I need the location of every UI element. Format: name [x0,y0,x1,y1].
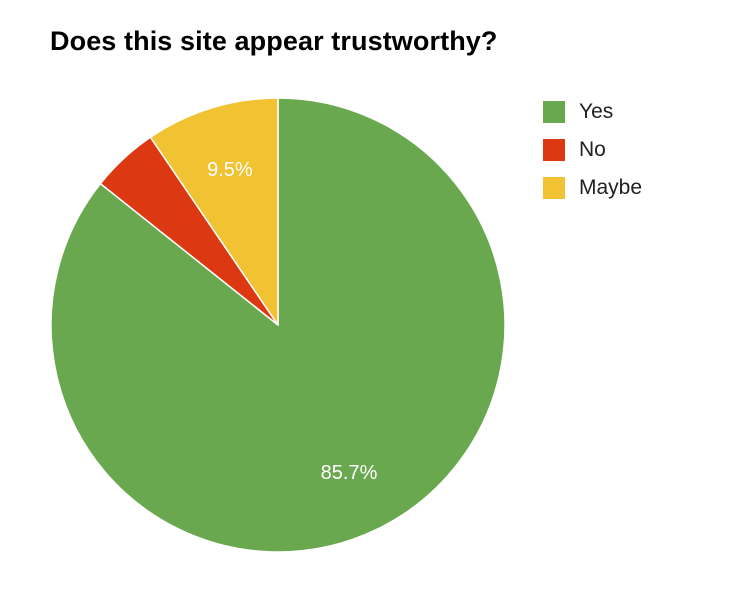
legend-swatch-no [543,139,565,161]
legend-label-maybe: Maybe [579,176,643,199]
slice-label-maybe: 9.5% [207,159,253,181]
legend-item-no[interactable]: No [543,131,642,169]
legend-swatch-maybe [543,177,565,199]
legend-label-no: No [579,138,606,161]
legend-label-yes: Yes [579,100,614,123]
legend-item-yes[interactable]: Yes [543,93,642,131]
pie-slice-maybe[interactable] [149,97,279,326]
legend-item-maybe[interactable]: Maybe [543,169,642,207]
chart-title: Does this site appear trustworthy? [50,26,498,56]
slice-label-yes: 85.7% [321,462,378,484]
chart-legend: Yes No Maybe [543,93,642,207]
legend-swatch-yes [543,101,565,123]
